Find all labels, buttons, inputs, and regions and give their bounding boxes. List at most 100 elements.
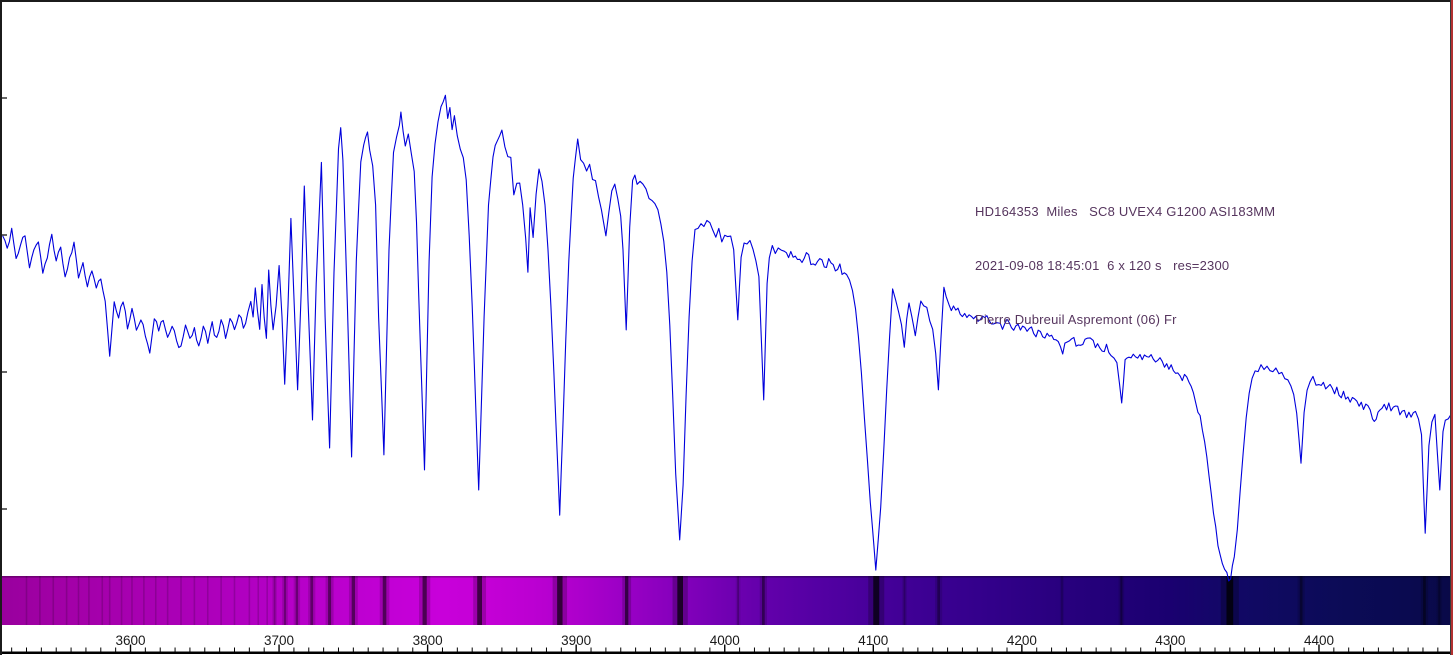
strip-absorption-wing (1122, 576, 1125, 625)
strip-absorption-wing (286, 576, 289, 625)
strip-absorption-wing (1118, 576, 1121, 625)
strip-absorption-wing (1232, 576, 1239, 625)
strip-absorption-wing (562, 576, 568, 625)
strip-absorption-wing (735, 576, 738, 625)
strip-absorption-line (328, 576, 332, 625)
strip-absorption-wing (759, 576, 763, 625)
strip-faint-line (154, 576, 157, 625)
x-axis-label: 4300 (1155, 633, 1185, 648)
strip-absorption-wing (330, 576, 334, 625)
strip-faint-line (131, 576, 133, 625)
strip-absorption-wing (386, 576, 390, 625)
strip-absorption-line (382, 576, 387, 625)
strip-absorption-wing (1302, 576, 1305, 625)
spectrum-trace (2, 94, 1452, 582)
strip-absorption-line (351, 576, 355, 625)
annotation-block: HD164353 Miles SC8 UVEX4 G1200 ASI183MM … (975, 167, 1275, 365)
strip-absorption-line (937, 576, 941, 625)
strip-absorption-line (273, 576, 276, 625)
strip-absorption-wing (935, 576, 938, 625)
strip-absorption-line (477, 576, 482, 625)
strip-absorption-line (1061, 576, 1063, 625)
x-axis-label: 3900 (561, 633, 591, 648)
strip-faint-line (248, 576, 251, 625)
strip-absorption-line (310, 576, 314, 625)
strip-absorption-wing (348, 576, 352, 625)
annotation-date-exposure: 2021-09-08 18:45:01 6 x 120 s res=2300 (975, 258, 1230, 273)
strip-absorption-wing (379, 576, 383, 625)
strip-absorption-line (557, 576, 563, 625)
strip-absorption-wing (672, 576, 678, 625)
window-border-left (0, 0, 2, 655)
strip-faint-line (39, 576, 41, 625)
strip-absorption-wing (275, 576, 278, 625)
strip-absorption-wing (905, 576, 907, 625)
annotation-target-instrument: HD164353 Miles SC8 UVEX4 G1200 ASI183MM (975, 204, 1276, 219)
annotation-observer: Pierre Dubreuil Aspremont (06) Fr (975, 312, 1177, 327)
strip-absorption-wing (272, 576, 274, 625)
strip-absorption-line (1299, 576, 1303, 625)
synthetic-spectrum-strip (2, 576, 1451, 625)
strip-absorption-wing (354, 576, 358, 625)
strip-absorption-line (1438, 576, 1441, 625)
strip-absorption-line (903, 576, 906, 625)
strip-absorption-line (283, 576, 287, 625)
strip-absorption-wing (481, 576, 487, 625)
strip-absorption-wing (308, 576, 311, 625)
strip-absorption-wing (1436, 576, 1439, 625)
strip-faint-line (25, 576, 28, 625)
strip-faint-line (257, 576, 260, 625)
strip-faint-line (52, 576, 55, 625)
x-axis-label: 4000 (710, 633, 740, 648)
strip-faint-line (88, 576, 90, 625)
strip-faint-line (180, 576, 182, 625)
strip-faint-line (108, 576, 111, 625)
strip-faint-line (266, 576, 268, 625)
strip-absorption-wing (628, 576, 632, 625)
strip-faint-line (77, 576, 80, 625)
strip-faint-line (120, 576, 123, 625)
strip-absorption-wing (297, 576, 301, 625)
strip-absorption-line (873, 576, 880, 625)
strip-absorption-wing (1425, 576, 1429, 625)
strip-absorption-wing (622, 576, 626, 625)
strip-absorption-line (1120, 576, 1123, 625)
strip-faint-line (166, 576, 169, 625)
x-axis-label: 3600 (115, 633, 145, 648)
window-border-right (1450, 0, 1453, 655)
strip-faint-line (206, 576, 209, 625)
strip-absorption-wing (312, 576, 316, 625)
x-axis-label: 4200 (1007, 633, 1037, 648)
strip-absorption-wing (878, 576, 885, 625)
x-axis-label: 4400 (1304, 633, 1334, 648)
strip-absorption-wing (1420, 576, 1424, 625)
strip-absorption-line (422, 576, 427, 625)
strip-faint-line (101, 576, 104, 625)
strip-absorption-wing (1297, 576, 1300, 625)
strip-absorption-wing (902, 576, 904, 625)
strip-absorption-wing (868, 576, 874, 625)
strip-absorption-line (677, 576, 683, 625)
x-axis: 3600 3700 3800 3900 4000 4100 4200 4300 4400 (0, 97, 1453, 654)
strip-faint-line (193, 576, 196, 625)
strip-absorption-wing (1059, 576, 1062, 625)
strip-absorption-line (1423, 576, 1426, 625)
strip-faint-line (143, 576, 145, 625)
x-axis-label: 3800 (413, 633, 443, 648)
strip-absorption-line (1226, 576, 1234, 625)
strip-faint-line (233, 576, 236, 625)
strip-absorption-wing (738, 576, 741, 625)
strip-absorption-line (762, 576, 765, 625)
strip-absorption-wing (281, 576, 284, 625)
strip-absorption-wing (426, 576, 431, 625)
strip-absorption-wing (473, 576, 478, 625)
strip-absorption-wing (293, 576, 296, 625)
window-border-top (0, 0, 1453, 2)
strip-absorption-line (295, 576, 299, 625)
strip-absorption-line (625, 576, 629, 625)
strip-absorption-wing (764, 576, 767, 625)
strip-faint-line (220, 576, 222, 625)
strip-absorption-wing (325, 576, 329, 625)
